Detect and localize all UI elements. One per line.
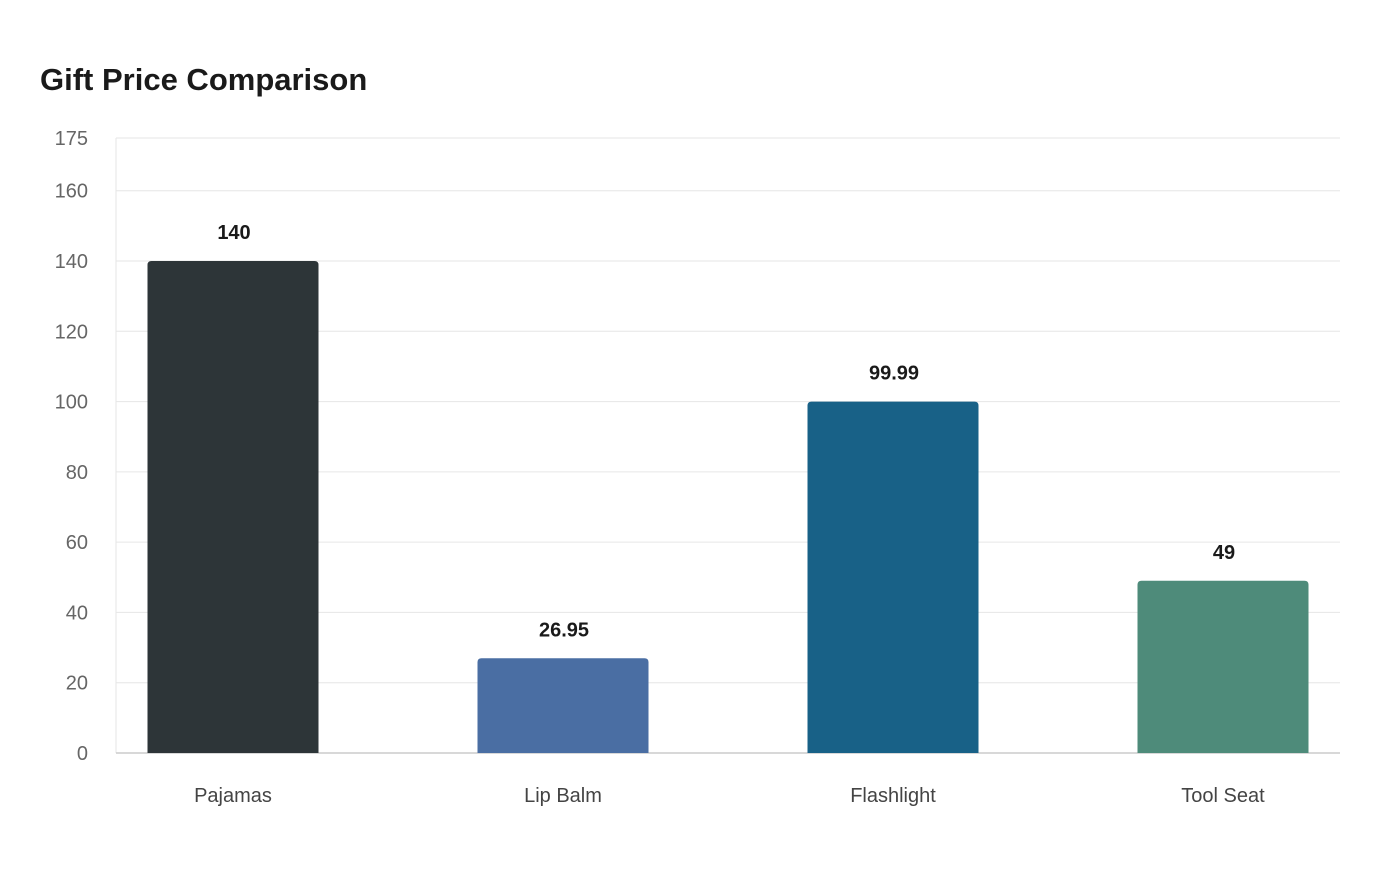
data-label: 26.95 <box>539 619 589 641</box>
bar-lip-balm[interactable] <box>477 658 649 753</box>
bar-flashlight[interactable] <box>807 401 979 753</box>
data-label: 49 <box>1213 542 1235 564</box>
y-tick-label: 160 <box>55 181 88 203</box>
bar-tool-seat[interactable] <box>1137 580 1309 753</box>
x-tick-label: Tool Seat <box>1181 785 1265 807</box>
bar-pajamas[interactable] <box>147 261 319 753</box>
y-tick-label: 140 <box>55 251 88 273</box>
y-tick-label: 60 <box>66 532 88 554</box>
y-tick-label: 40 <box>66 602 88 624</box>
data-label: 140 <box>217 222 250 244</box>
y-tick-label: 100 <box>55 392 88 414</box>
data-label: 99.99 <box>869 363 919 385</box>
x-tick-label: Pajamas <box>194 785 272 807</box>
y-tick-label: 0 <box>77 743 88 765</box>
y-tick-label: 20 <box>66 673 88 695</box>
y-tick-label: 120 <box>55 321 88 343</box>
x-tick-label: Flashlight <box>850 785 936 807</box>
chart-title: Gift Price Comparison <box>40 62 368 97</box>
y-tick-label: 175 <box>55 128 88 150</box>
y-tick-label: 80 <box>66 462 88 484</box>
x-tick-label: Lip Balm <box>524 785 602 807</box>
